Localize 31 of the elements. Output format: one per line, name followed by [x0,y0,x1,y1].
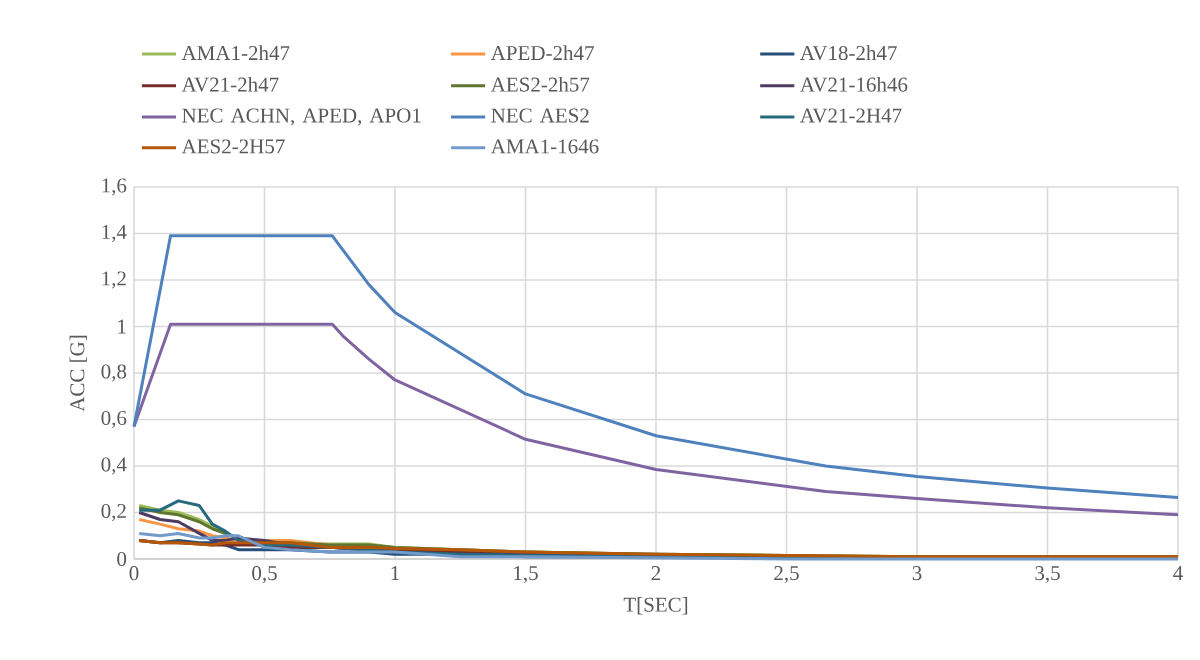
x-tick-label: 4 [1173,566,1183,580]
x-tick-label: 1 [391,566,399,580]
legend-label: AES2-2h57 [490,76,590,92]
y-tick-label: 0,6 [101,410,127,429]
x-tick-label: 3 [912,566,922,581]
y-tick-label: 1,6 [102,178,127,196]
x-tick-label: 0,5 [252,566,277,584]
legend-label: AMA1-1646 [490,139,599,154]
y-tick-label: 1,4 [102,224,127,243]
x-tick-label: 3,5 [1035,566,1060,584]
y-tick-label: 1,2 [102,271,126,289]
legend-label: AMA1-2h47 [181,45,290,60]
legend-label: AV21-16h46 [800,76,908,92]
x-tick-label: 2,5 [774,566,799,584]
legend-label: NEC AES2 [491,108,589,123]
x-axis-title: T[SEC] [623,597,688,615]
x-tick-label: 0 [129,566,139,581]
legend-label: AV21-2h47 [181,76,279,92]
y-axis-title: ACC [G] [69,335,87,412]
x-tick-label: 1,5 [514,566,538,584]
y-tick-label: 0,8 [101,364,127,382]
y-tick-label: 0 [117,551,127,567]
x-tick-label: 2 [651,566,661,580]
y-tick-label: 0,4 [101,457,127,475]
y-tick-label: 1 [118,319,126,334]
legend-label: APED-2h47 [490,45,594,60]
legend-label: AES2-2H57 [181,139,285,154]
legend-label: AV18-2h47 [800,45,897,61]
legend-label: AV21-2H47 [800,108,902,123]
y-tick-label: 0,2 [101,503,126,522]
legend-label: NEC ACHN, APED, APO1 [182,108,421,126]
